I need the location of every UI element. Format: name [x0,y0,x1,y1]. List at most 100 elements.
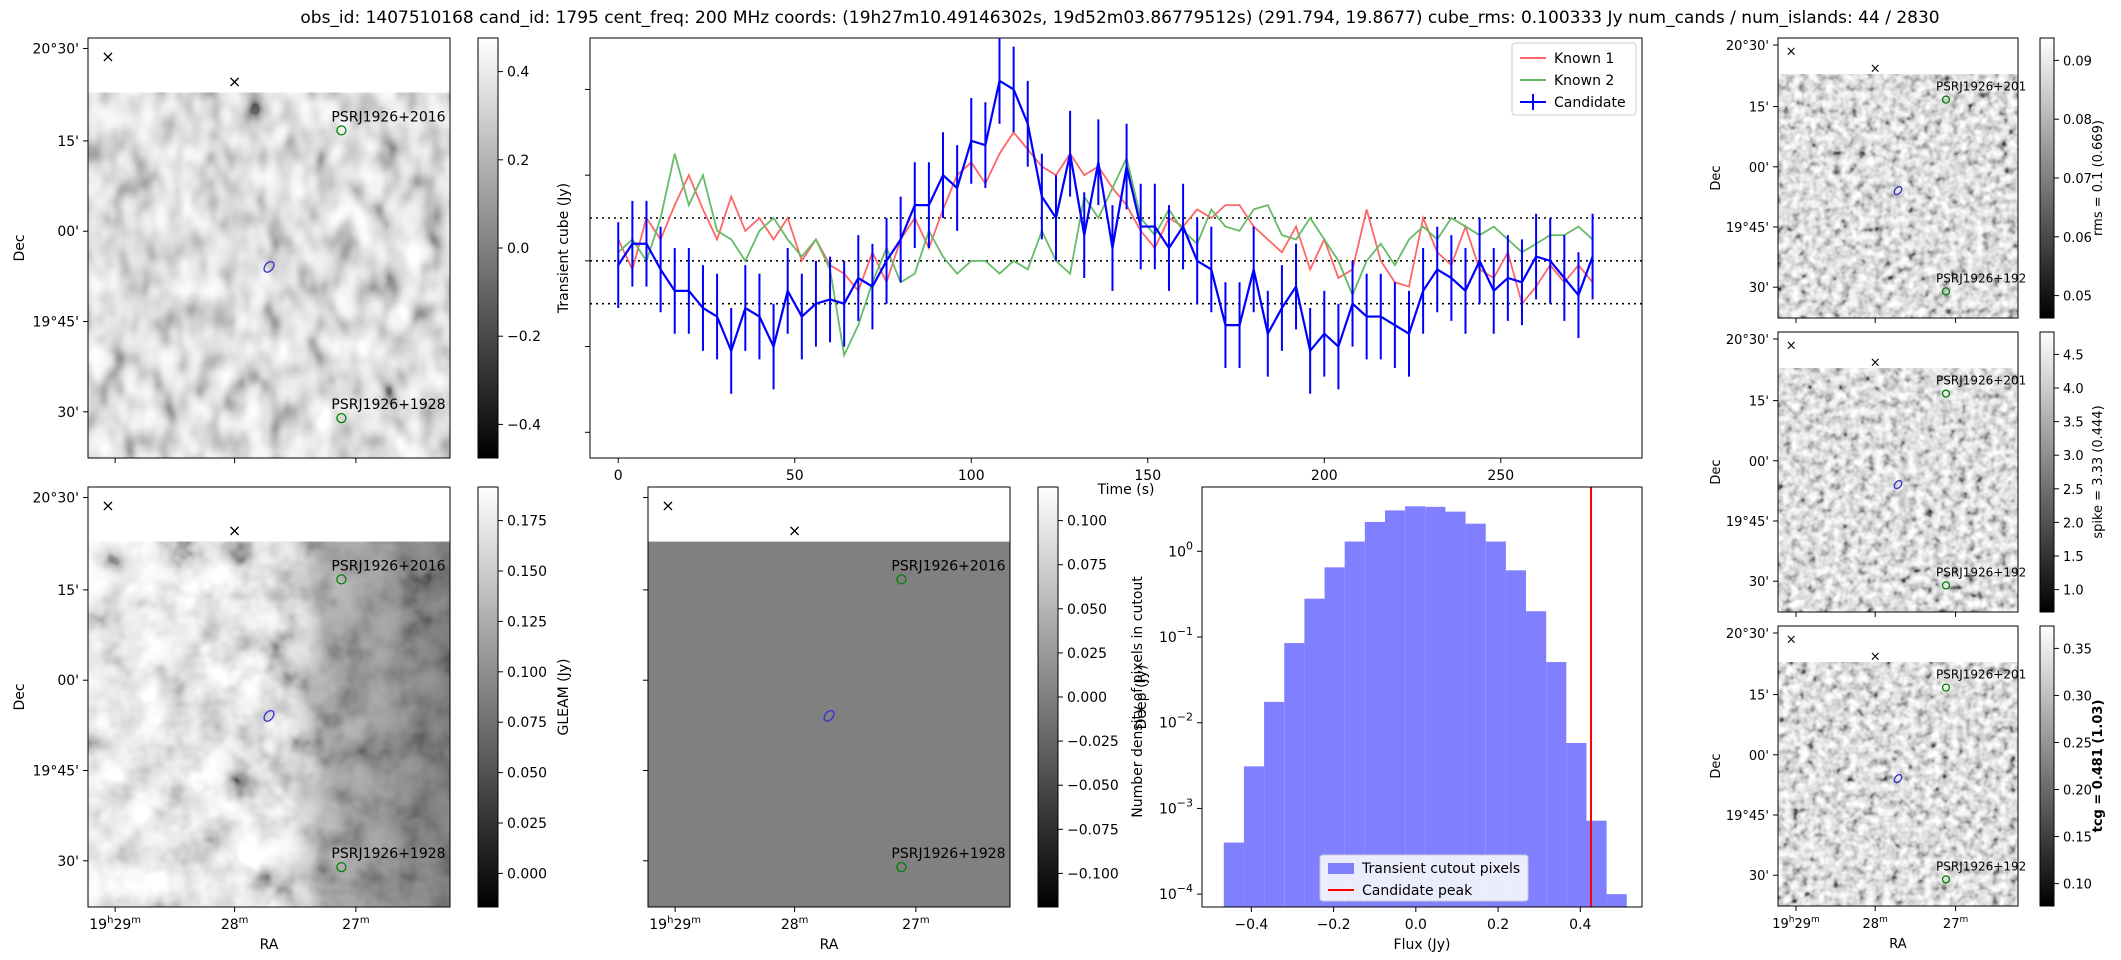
dec-tick-label: 20°30' [1726,627,1769,642]
source-label: PSRJ1926+192 [1936,565,2026,579]
x-tick-label: 0.0 [1405,917,1427,933]
histogram-bar [1324,567,1345,907]
histogram-bar [1304,598,1325,907]
histogram-bar [1586,820,1607,907]
colorbar-tick-label: 0.025 [507,816,547,832]
ra-axis-label: RA [820,937,839,953]
green-x-marker: × [661,496,674,515]
legend-label: Known 1 [1554,51,1614,67]
colorbar-tick-label: 0.06 [2063,231,2092,246]
sky-panel-rms: × × PSRJ1926+201 PSRJ1926+192 20°30' 15' 00' 19… [1709,37,2106,323]
histogram-axes-frame [1201,486,1643,908]
dec-tick-label: 00' [1749,749,1769,764]
ra-tick-label: 27m [902,915,930,933]
colorbar-label: rms = 0.1 (0.669) [2091,120,2106,236]
histogram-bar [1566,742,1587,907]
green-x-marker: × [101,496,114,515]
dec-tick-label: 00' [57,673,79,689]
colorbar-tick-label: 0.000 [507,866,547,882]
colorbar [2039,37,2055,319]
x-tick-label: −0.2 [1317,917,1351,933]
sky-axes-frame [87,486,451,908]
dec-tick-label: 15' [57,583,79,599]
colorbar-tick-label: 0.20 [2063,784,2092,799]
source-circle [1941,95,1951,104]
ra-tick-label: 28m [781,915,809,933]
x-tick-label: 150 [1134,468,1161,484]
x-tick-label: 100 [958,468,985,484]
colorbar-tick-label: −0.2 [507,329,541,345]
sky-image-gradient [88,541,450,907]
dec-tick-label: 15' [1749,395,1769,410]
sky-image [88,92,450,458]
histogram-bar [1485,541,1506,907]
dec-tick-label: 30' [1749,869,1769,884]
colorbar-tick-label: 0.15 [2063,831,2092,846]
source-circle [336,574,347,585]
dec-tick-label: 20°30' [33,42,79,58]
histogram-bar [1505,570,1527,907]
colorbar-tick-label: 4.5 [2063,348,2084,363]
dec-tick-label: 19°45' [33,315,79,331]
colorbar-tick-label: 0.10 [2063,878,2092,893]
sky-axes-frame [1777,331,2019,613]
colorbar-tick-label: 0.05 [2063,290,2092,305]
ra-tick-label: 27m [1943,915,1968,932]
red-x-marker: × [1870,355,1881,370]
histogram-bar [1405,506,1426,907]
source-circle [1941,287,1951,296]
sky-panel-transient: × × PSRJ1926+2016 PSRJ1926+1928 20°30' 15' 00'… [12,37,572,463]
ra-axis-label: RA [260,937,279,953]
source-label: PSRJ1926+1928 [331,846,445,862]
colorbar-tick-label: 0.125 [507,614,547,630]
sky-axes-frame [1777,37,2019,319]
colorbar-tick-label: 0.4 [507,65,529,81]
ra-axis-label: RA [1889,937,1907,952]
green-x-marker: × [1786,633,1797,648]
histogram-bar [1425,506,1446,907]
colorbar-tick-label: 3.5 [2063,416,2084,431]
dec-tick-label: 15' [1749,101,1769,116]
colorbar [477,37,499,459]
histogram-bar [1384,510,1406,907]
histogram-bar [1284,643,1305,907]
legend-label: Transient cutout pixels [1361,861,1520,877]
x-tick-label: 250 [1487,468,1514,484]
colorbar-label: Transient cube (Jy) [556,183,572,314]
colorbar-tick-label: 0.25 [2063,736,2092,751]
flux-histogram: −0.4 −0.2 0.0 0.2 0.4 Flux (Jy) 100 10−1 10−2 10−… [1130,486,1643,953]
colorbar-tick-label: 0.35 [2063,642,2092,657]
legend-label: Candidate [1554,95,1626,111]
colorbar-tick-label: 4.0 [2063,382,2084,397]
red-x-marker: × [228,72,241,91]
source-label: PSRJ1926+192 [1936,271,2026,285]
red-x-marker: × [228,521,241,540]
dec-axis-label: Dec [1709,753,1724,778]
dec-tick-label: 19°45' [1726,515,1769,530]
candidate-ellipse [1893,186,1903,196]
green-x-marker: × [1786,45,1797,60]
colorbar-tick-label: 1.5 [2063,550,2084,565]
colorbar [2039,625,2055,907]
colorbar [1037,486,1059,908]
colorbar-tick-label: 3.0 [2063,449,2084,464]
y-tick-label: 10−2 [1159,711,1193,732]
green-x-marker: × [101,47,114,66]
colorbar-tick-label: 0.150 [507,564,547,580]
source-circle [336,125,347,136]
colorbar-tick-label: −0.4 [507,417,541,433]
x-tick-label: 0 [614,468,623,484]
dec-axis-label: Dec [1709,165,1724,190]
colorbar-tick-label: 0.2 [507,153,529,169]
candidate-ellipse [823,709,835,722]
y-tick-label: 10−1 [1159,625,1193,646]
dec-tick-label: 30' [1749,281,1769,296]
source-label: PSRJ1926+201 [1936,80,2026,94]
colorbar-tick-label: −0.100 [1067,866,1119,882]
x-tick-label: −0.4 [1234,917,1268,933]
source-label: PSRJ1926+2016 [891,558,1005,574]
dec-tick-label: 20°30' [33,491,79,507]
dec-axis-label: Dec [12,234,28,261]
colorbar-tick-label: 0.175 [507,514,547,530]
